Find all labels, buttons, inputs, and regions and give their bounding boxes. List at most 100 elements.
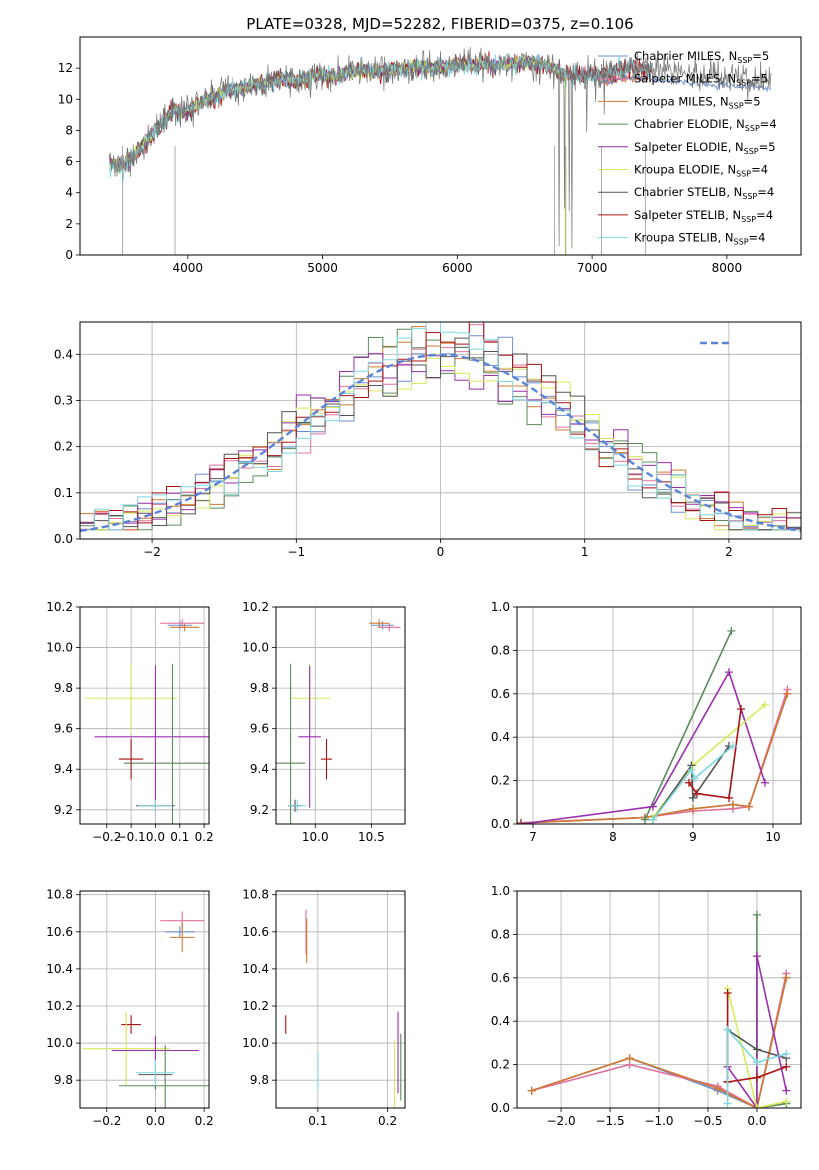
y-tick-label: 9.2: [54, 803, 73, 817]
weight-marker: [649, 802, 657, 811]
legend-entry-equals: =: [749, 231, 759, 245]
legend-entry-nssp: 4: [766, 208, 773, 222]
errorbar-point: [170, 922, 195, 953]
legend-entry-name: Kroupa ELODIE: [634, 163, 720, 177]
y-tick-label: 10.2: [242, 600, 269, 614]
x-tick-label: −2: [143, 545, 161, 559]
y-tick-label: 9.8: [250, 681, 269, 695]
weight-line-kroupa-miles: [520, 693, 789, 824]
weight-line-kroupa-stelib: [726, 1027, 787, 1104]
y-tick-label: 0.2: [54, 440, 73, 454]
legend-entry-nssp: 5: [762, 49, 769, 63]
legend-entry: Salpeter STELIB, NSSP=4: [634, 208, 773, 224]
weight-marker: [745, 802, 753, 811]
x-tick-label: 0.0: [146, 830, 165, 844]
y-tick-label: 10.8: [46, 888, 73, 902]
weight-line-salpeter-elodie: [726, 955, 788, 1108]
weight-marker: [725, 793, 733, 802]
errorbar-point: [94, 665, 209, 808]
weight-marker: [729, 741, 737, 750]
legend-entry-equals: =: [751, 163, 761, 177]
y-tick-label: 9.8: [54, 1073, 73, 1087]
weight-line-kroupa-stelib: [652, 745, 734, 821]
y-tick-label: 0.6: [491, 687, 510, 701]
legend-entry-nssp-label: , N: [720, 163, 736, 177]
weight-marker: [641, 815, 649, 824]
plot-area: [527, 910, 791, 1108]
weight-marker: [625, 1054, 634, 1063]
legend-entry-nssp-sub: SSP: [737, 56, 752, 65]
weight-marker: [752, 1104, 761, 1108]
y-tick-label: 2: [65, 217, 73, 231]
weight-marker: [690, 774, 699, 783]
y-tick-label: 10.0: [242, 1036, 269, 1050]
errorbar-point: [118, 1044, 209, 1108]
weight-marker: [782, 1049, 791, 1058]
weight-marker: [737, 704, 745, 713]
chart-weight-vs-Z: −2.0 −1.5 −1.0 −0.5 0.0 0.0 0.2 0.4 0.6 0.8 1.0: [491, 884, 802, 1128]
legend-entry-nssp-sub: SSP: [742, 192, 757, 201]
x-tick-label: −1.0: [644, 1114, 673, 1128]
errorbar-point: [378, 623, 401, 632]
weight-marker: [752, 1058, 761, 1067]
x-tick-label: −0.2: [92, 830, 121, 844]
legend-entry-name: Chabrier STELIB: [634, 185, 726, 199]
x-tick-label: 5000: [307, 261, 338, 275]
x-tick-label: 0.2: [195, 1114, 214, 1128]
legend-entry-nssp-sub: SSP: [729, 101, 744, 110]
legend-entry-name: Kroupa STELIB: [634, 231, 718, 245]
histogram-salpeter-stelib: [80, 322, 801, 530]
y-tick-label: 0.2: [491, 1058, 510, 1072]
errorbar-point: [369, 619, 390, 628]
chart-mass-vs-Z: −0.2 0.0 0.2 9.8 10.0 10.2 10.4 10.6 10.8: [46, 888, 213, 1128]
axes-frame: [79, 321, 802, 540]
errorbar-point: [84, 663, 178, 733]
y-tick-label: 10.4: [46, 962, 73, 976]
legend-entry: Salpeter ELODIE, NSSP=5: [634, 140, 776, 156]
plot-area: [109, 46, 772, 255]
x-tick-label: 9: [689, 830, 697, 844]
x-tick-label: −1.5: [595, 1114, 624, 1128]
weight-marker: [687, 765, 696, 774]
y-tick-label: 0.8: [491, 927, 510, 941]
chart-mass-vs-EBV: 0.1 0.2 9.8 10.0 10.2 10.4 10.6 10.8: [242, 888, 406, 1128]
x-tick-label: 10.5: [358, 830, 385, 844]
y-tick-label: 0.6: [491, 971, 510, 985]
legend-entry-nssp: 4: [767, 185, 774, 199]
y-tick-label: 10.6: [46, 925, 73, 939]
y-tick-label: 1.0: [491, 884, 510, 898]
y-tick-label: 0.1: [54, 486, 73, 500]
x-tick-label: −1: [287, 545, 305, 559]
histogram-kroupa-stelib: [80, 322, 801, 531]
axes-frame: [79, 36, 802, 256]
legend-entry-nssp-label: , N: [713, 94, 729, 108]
x-tick-label: 7000: [577, 261, 608, 275]
axes-frame: [275, 890, 406, 1109]
axes-frame: [275, 606, 406, 825]
legend-entry-name: Salpeter MILES: [634, 72, 720, 86]
plot-area: [84, 619, 209, 824]
weight-marker: [761, 700, 769, 709]
errorbar-point: [160, 619, 205, 628]
y-tick-label: 6: [65, 155, 73, 169]
weight-line-kroupa-elodie: [726, 988, 787, 1108]
errorbar-point: [320, 738, 333, 780]
legend-entry-nssp-label: , N: [718, 231, 734, 245]
weight-marker: [761, 778, 769, 787]
chart-residuals: −2 −1 0 1 2 0.0 0.1 0.2 0.3 0.4: [54, 321, 802, 559]
y-tick-label: 0.3: [54, 393, 73, 407]
figure-title: PLATE=0328, MJD=52282, FIBERID=0375, z=0…: [246, 15, 633, 33]
y-tick-label: 1.0: [491, 600, 510, 614]
weight-marker: [727, 626, 736, 635]
chart-spectrum: 4000 5000 6000 7000 8000 0 2 4 6 8 10 12 Chabrier MI…: [58, 36, 802, 275]
weight-marker: [782, 1086, 791, 1095]
y-tick-label: 4: [65, 186, 73, 200]
weight-marker: [782, 1062, 791, 1071]
weight-marker: [752, 910, 761, 919]
y-tick-label: 10.2: [46, 600, 73, 614]
weight-marker: [689, 793, 697, 802]
gridlines: [276, 891, 405, 1108]
y-tick-label: 10: [58, 92, 73, 106]
y-tick-label: 0.8: [491, 643, 510, 657]
